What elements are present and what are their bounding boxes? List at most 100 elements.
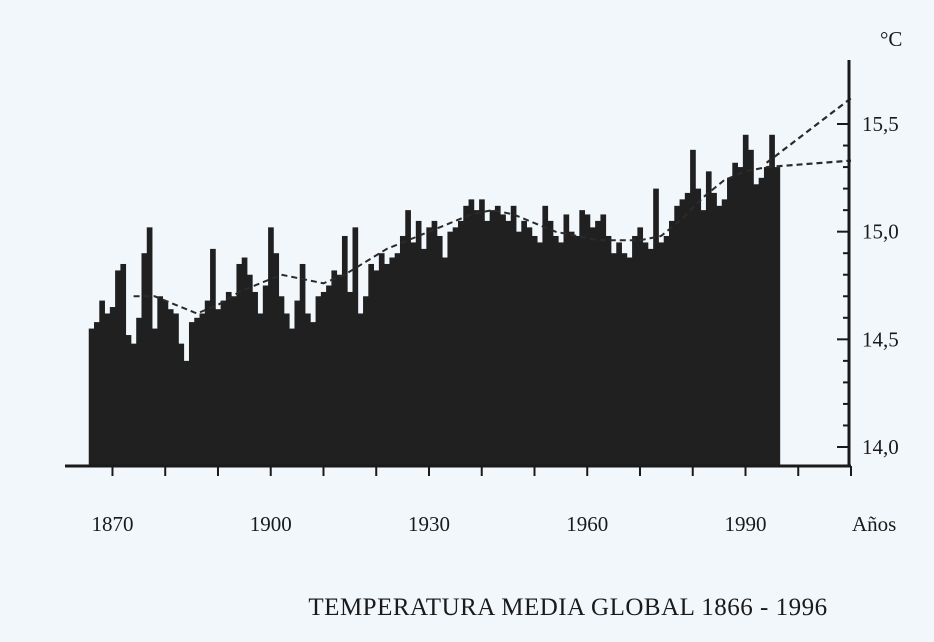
bar-1898 — [257, 313, 264, 466]
bar-1993 — [758, 177, 765, 466]
bar-1980 — [690, 149, 696, 466]
bar-1887 — [199, 313, 206, 466]
projection-line-2 — [766, 159, 852, 169]
bar-1942 — [489, 210, 496, 466]
bar-1968 — [626, 257, 633, 466]
bar-1925 — [399, 235, 406, 466]
bar-1963 — [600, 214, 607, 466]
bar-1876 — [141, 253, 148, 466]
bar-1957 — [568, 231, 575, 466]
bar-1944 — [500, 214, 506, 466]
bar-1964 — [605, 235, 612, 466]
bar-1949 — [526, 227, 533, 466]
bar-1981 — [695, 188, 702, 466]
bar-1906 — [299, 263, 306, 466]
bar-1872 — [120, 263, 127, 466]
bar-1983 — [705, 171, 712, 466]
bar-1943 — [494, 205, 501, 466]
bar-1977 — [674, 205, 680, 466]
bar-1938 — [468, 199, 475, 466]
bar-1890 — [215, 309, 222, 466]
bar-1921 — [378, 253, 385, 466]
bar-1905 — [294, 300, 301, 466]
bar-1930 — [426, 227, 433, 466]
bar-1990 — [742, 134, 749, 466]
bar-1987 — [727, 177, 733, 466]
bar-1995 — [769, 134, 775, 466]
bar-1952 — [542, 205, 549, 466]
axes-group: 1870 1900 1930 1960 1990 14,0 14,5 15,0 15,5 — [65, 60, 899, 536]
bar-1902 — [278, 296, 285, 466]
bar-1886 — [194, 317, 200, 466]
bar-1991 — [748, 149, 754, 466]
bar-1922 — [384, 263, 390, 466]
bar-1939 — [473, 210, 480, 466]
bar-1885 — [188, 322, 195, 466]
bar-1917 — [357, 313, 364, 466]
bar-1971 — [642, 242, 649, 466]
bar-1958 — [574, 235, 580, 466]
bar-1907 — [305, 313, 311, 466]
bar-1954 — [552, 235, 559, 466]
bar-1894 — [236, 263, 243, 466]
bar-1912 — [331, 270, 338, 466]
chart-title: TEMPERATURA MEDIA GLOBAL 1866 - 1996 — [308, 594, 827, 621]
bar-1955 — [558, 242, 564, 466]
bar-1868 — [99, 300, 105, 466]
bar-1892 — [225, 291, 232, 466]
bar-1888 — [204, 300, 211, 466]
bar-1889 — [210, 248, 216, 466]
bar-1926 — [405, 210, 411, 466]
bar-1985 — [716, 205, 723, 466]
bar-1975 — [663, 235, 670, 466]
trend-line — [133, 166, 767, 315]
bar-1891 — [220, 300, 227, 466]
x-tick-label-1900: 1900 — [250, 512, 292, 536]
bar-1950 — [531, 235, 538, 466]
bar-1986 — [721, 199, 728, 466]
projection-line-1 — [765, 97, 852, 164]
bar-1884 — [183, 360, 190, 466]
bar-1900 — [268, 227, 274, 466]
bar-1913 — [336, 274, 343, 466]
bar-1959 — [579, 210, 586, 466]
bar-1915 — [347, 291, 353, 466]
bar-1928 — [415, 220, 422, 466]
y-tick-label-15-5: 15,5 — [862, 112, 899, 136]
bar-1937 — [463, 205, 469, 466]
bar-1910 — [320, 291, 327, 466]
bar-1897 — [252, 291, 258, 466]
bar-1918 — [363, 296, 369, 466]
y-tick-label-14: 14,0 — [862, 435, 899, 459]
bar-1996 — [774, 167, 781, 466]
bar-1901 — [273, 253, 280, 466]
bar-1883 — [178, 343, 185, 466]
bar-1895 — [241, 257, 248, 466]
bar-1920 — [373, 270, 380, 466]
bar-1911 — [326, 285, 332, 466]
bar-1973 — [653, 188, 659, 466]
y-tick-label-15: 15,0 — [862, 220, 899, 244]
bar-1960 — [584, 214, 591, 466]
bar-1875 — [136, 317, 142, 466]
bar-1966 — [616, 242, 622, 466]
bar-1978 — [679, 199, 686, 466]
y-tick-label-14-5: 14,5 — [862, 327, 899, 351]
bar-1932 — [436, 235, 443, 466]
bar-1965 — [610, 253, 617, 466]
x-axis-label: Años — [852, 512, 896, 536]
bar-1908 — [310, 322, 316, 466]
bar-1927 — [410, 242, 417, 466]
bar-1969 — [632, 235, 638, 466]
bar-1914 — [341, 235, 348, 466]
bar-1929 — [421, 248, 427, 466]
bar-1923 — [389, 257, 396, 466]
bar-1988 — [732, 162, 738, 466]
bar-1951 — [537, 242, 543, 466]
bar-1904 — [289, 328, 295, 466]
bar-1953 — [547, 220, 554, 466]
bar-1882 — [173, 313, 179, 466]
bar-1870 — [109, 307, 116, 466]
